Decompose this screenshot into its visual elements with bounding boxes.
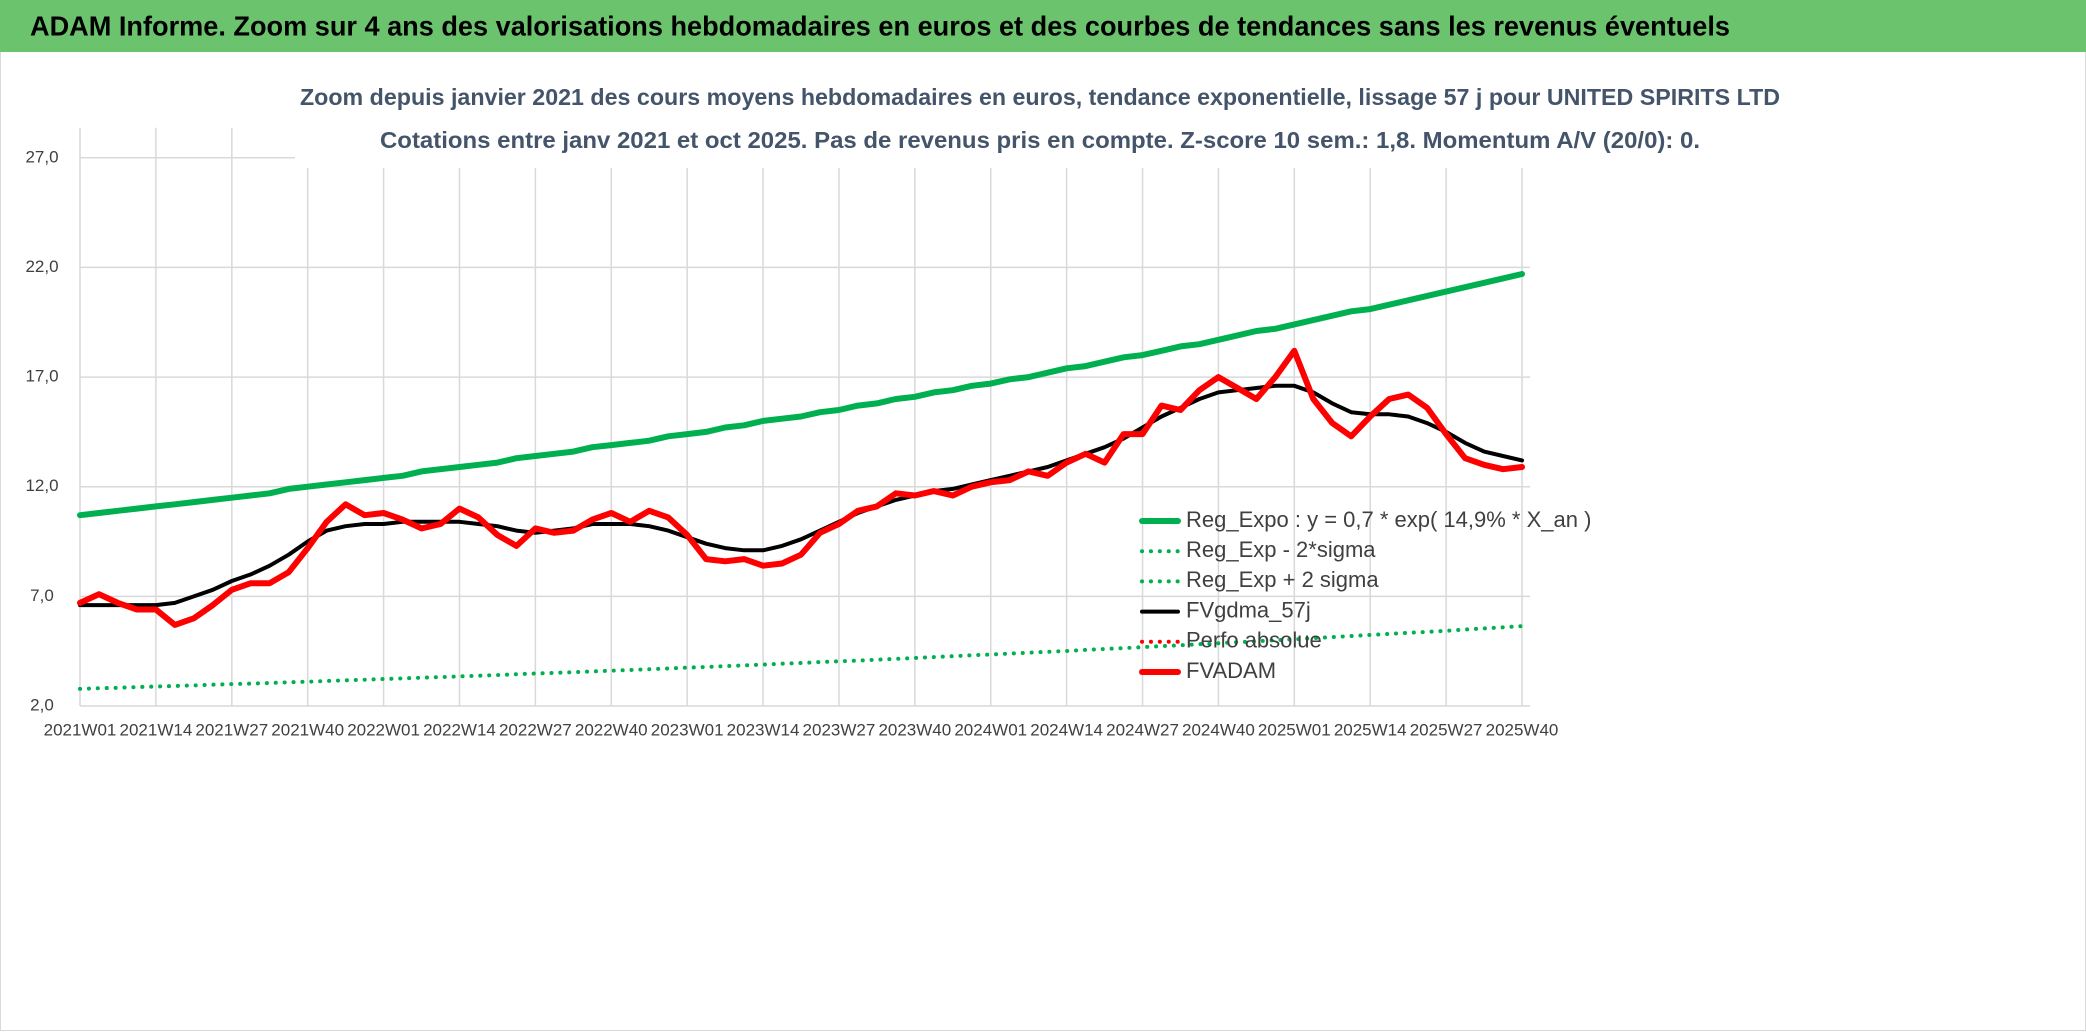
chart-subtitle: Cotations entre janv 2021 et oct 2025. P… bbox=[380, 127, 1700, 153]
x-tick-label: 2022W01 bbox=[347, 720, 420, 739]
title-background bbox=[295, 78, 1790, 168]
chart-title: Zoom depuis janvier 2021 des cours moyen… bbox=[300, 84, 1780, 110]
x-tick-label: 2025W14 bbox=[1334, 720, 1407, 739]
legend-label: Reg_Exp + 2 sigma bbox=[1186, 567, 1379, 592]
x-tick-label: 2022W40 bbox=[575, 720, 648, 739]
x-tick-label: 2025W40 bbox=[1486, 720, 1559, 739]
x-tick-label: 2024W40 bbox=[1182, 720, 1255, 739]
y-tick-label: 7,0 bbox=[30, 586, 54, 605]
legend: Reg_Expo : y = 0,7 * exp( 14,9% * X_an )… bbox=[1139, 507, 1591, 683]
header-title: ADAM Informe. Zoom sur 4 ans des valoris… bbox=[30, 10, 1730, 41]
x-tick-label: 2023W40 bbox=[878, 720, 951, 739]
series-line bbox=[77, 271, 1525, 519]
x-tick-label: 2021W40 bbox=[271, 720, 344, 739]
y-tick-label: 12,0 bbox=[25, 476, 58, 495]
series-line bbox=[77, 347, 1525, 628]
y-tick-label: 17,0 bbox=[25, 367, 58, 386]
x-tick-label: 2024W27 bbox=[1106, 720, 1179, 739]
x-tick-label: 2021W27 bbox=[195, 720, 268, 739]
x-tick-label: 2022W27 bbox=[499, 720, 572, 739]
x-tick-label: 2024W01 bbox=[954, 720, 1027, 739]
x-tick-label: 2022W14 bbox=[423, 720, 496, 739]
x-tick-label: 2023W01 bbox=[651, 720, 724, 739]
x-tick-label: 2021W14 bbox=[120, 720, 193, 739]
x-tick-label: 2021W01 bbox=[44, 720, 117, 739]
series-line bbox=[78, 624, 1524, 691]
x-tick-label: 2023W27 bbox=[803, 720, 876, 739]
legend-label: FVADAM bbox=[1186, 658, 1276, 683]
y-tick-label: 22,0 bbox=[25, 257, 58, 276]
plot-lines bbox=[77, 271, 1525, 691]
header-bar bbox=[0, 0, 2086, 52]
x-tick-label: 2025W01 bbox=[1258, 720, 1331, 739]
legend-label: Perfo absolue bbox=[1186, 628, 1322, 653]
legend-label: Reg_Expo : y = 0,7 * exp( 14,9% * X_an ) bbox=[1186, 507, 1591, 532]
x-tick-label: 2023W14 bbox=[727, 720, 800, 739]
x-tick-label: 2024W14 bbox=[1030, 720, 1103, 739]
x-tick-label: 2025W27 bbox=[1410, 720, 1483, 739]
legend-label: FVgdma_57j bbox=[1186, 597, 1311, 622]
y-tick-label: 2,0 bbox=[30, 695, 54, 714]
legend-label: Reg_Exp - 2*sigma bbox=[1186, 537, 1376, 562]
y-tick-label: 27,0 bbox=[25, 147, 58, 166]
